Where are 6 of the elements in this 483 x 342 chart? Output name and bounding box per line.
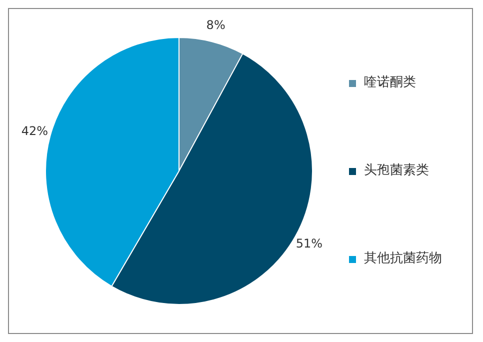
legend-label: 喹诺酮类: [364, 74, 416, 92]
legend-label: 其他抗菌药物: [364, 250, 442, 268]
data-label: 42%: [21, 124, 48, 138]
data-label: 8%: [206, 18, 226, 32]
data-label: 51%: [296, 236, 323, 251]
legend-label: 头孢菌素类: [364, 162, 429, 180]
